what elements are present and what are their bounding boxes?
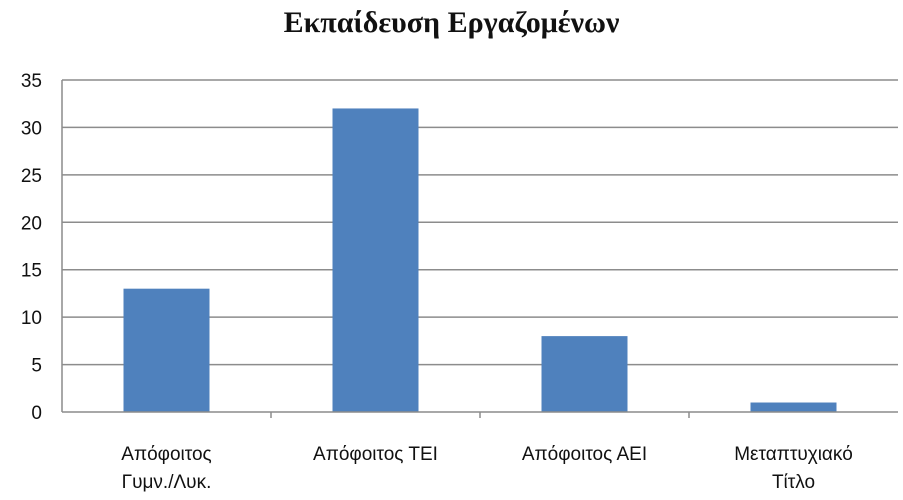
x-tick-label: Μεταπτυχιακό Τίτλο bbox=[734, 444, 853, 493]
bar bbox=[750, 402, 837, 412]
y-tick-label: 5 bbox=[31, 356, 42, 377]
bar bbox=[541, 336, 628, 412]
y-tick-label: 10 bbox=[21, 308, 42, 329]
y-tick-label: 0 bbox=[31, 403, 42, 424]
bar bbox=[332, 108, 419, 412]
x-tick-label: Απόφοιτος Γυμν./Λυκ. bbox=[121, 444, 211, 493]
y-tick-label: 25 bbox=[21, 166, 42, 187]
y-tick-label: 20 bbox=[21, 213, 42, 234]
x-tick-label: Απόφοιτος ΤΕΙ bbox=[313, 444, 438, 465]
bar bbox=[123, 288, 210, 412]
y-tick-label: 35 bbox=[21, 71, 42, 92]
y-tick-label: 30 bbox=[21, 118, 42, 139]
bars bbox=[123, 108, 837, 412]
x-tick-label: Απόφοιτος ΑΕΙ bbox=[522, 444, 647, 465]
chart-title: Εκπαίδευση Εργαζομένων bbox=[283, 6, 620, 39]
y-tick-label: 15 bbox=[21, 261, 42, 282]
axes bbox=[61, 80, 898, 418]
tick-labels: 0 5 10 15 20 25 30 35 Απόφοιτος Γυμν./Λυκ. Απόφοιτ… bbox=[21, 71, 853, 493]
